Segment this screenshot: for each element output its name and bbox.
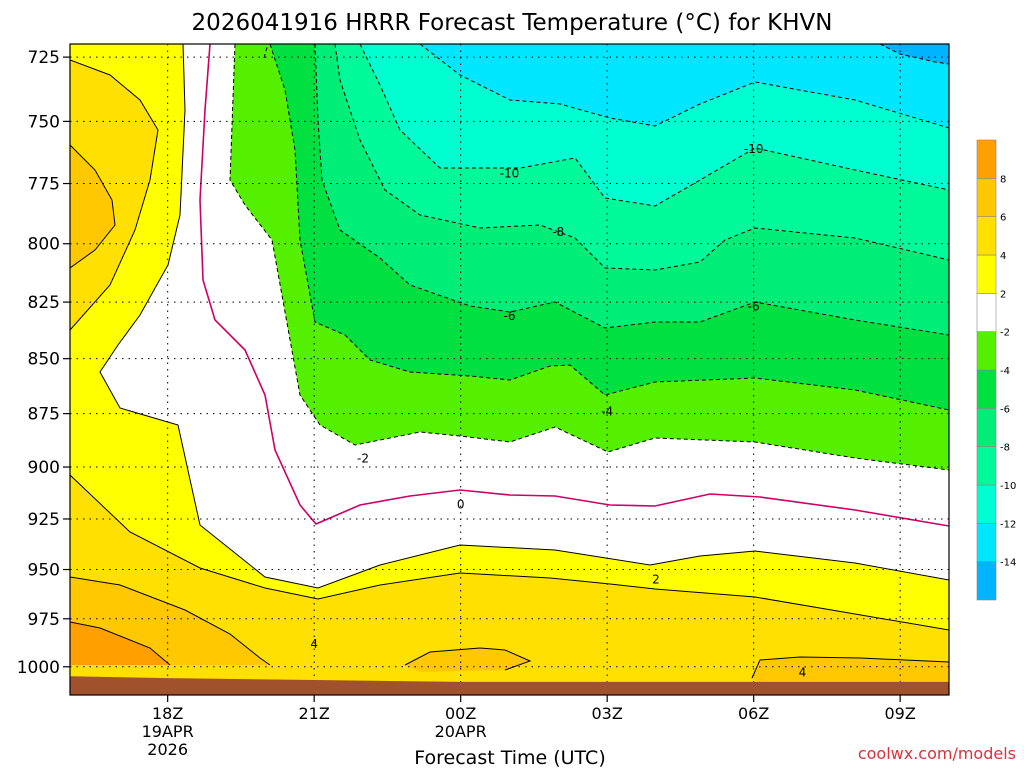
x-tick-label: 18Z [152,704,183,723]
y-tick-label: 750 [28,112,60,132]
x-tick-label: 09Z [885,704,916,723]
contour-lines [70,44,949,679]
x-tick-label: 20APR [435,722,487,741]
colorbar-segment [976,331,997,371]
plot-area [70,44,949,695]
contour-labels: -10 -10 -8 -6 -6 -4 -2 0 2 4 4 [310,142,807,679]
colorbar-tick-label: -2 [1000,328,1010,339]
contour-label: -10 [744,142,764,156]
contour-label: -8 [552,225,564,239]
colorbar-segment [976,293,997,332]
y-tick-label: 900 [28,458,60,478]
x-tick-label: 19APR [142,722,194,741]
contour-label: 4 [799,665,807,679]
colorbar-tick-label: -4 [1000,366,1010,377]
contour-label: 2 [652,572,660,586]
contour-line-minus6 [314,44,949,336]
contour-label: -10 [500,167,520,181]
contour-line-plus6-mid [404,647,532,671]
contour-line-minus2 [229,44,949,471]
colorbar-tick-label: 8 [1000,174,1006,185]
contour-fill-upper-warmer [70,145,115,268]
colorbar-tick-label: -6 [1000,404,1010,415]
colorbar-segment [976,408,997,447]
contour-fill-minus12-to-minus14 [420,44,949,128]
colorbar-segment [976,523,997,562]
contour-label: -2 [357,452,369,466]
colorbar-tick-label: 4 [1000,251,1006,262]
contour-line-minus10 [359,44,949,207]
contour-fill-4-to-6 [70,475,949,695]
colorbar-segment [976,561,997,601]
x-tick-label: 00Z [445,704,476,723]
colorbar-segment [976,178,997,217]
contour-label: -6 [748,300,760,314]
contour-line-minus12 [419,44,949,129]
y-tick-label: 950 [28,561,60,581]
contour-fill-upper-warm [70,60,158,330]
contour-fill-near-zero [100,44,949,588]
contour-label: 4 [310,637,318,651]
colorbar-segment [976,254,997,294]
x-axis-label: Forecast Time (UTC) [414,747,605,768]
dashed-contour-lines [229,44,949,471]
grid-lines [70,44,949,695]
credit-text: coolwx.com/models [858,744,1016,763]
colorbar-tick-label: -14 [1000,558,1016,569]
x-tick-label: 06Z [738,704,769,723]
y-tick-label: 825 [28,293,60,313]
x-tick-label: 2026 [147,740,188,759]
x-tick-label: 03Z [592,704,623,723]
y-axis: 725 750 775 800 825 850 875 900 925 950 975 1000 [17,48,70,678]
chart-title: 2026041916 HRRR Forecast Temperature (°C… [192,10,833,36]
contour-line-minus14 [879,44,949,65]
colorbar-tick-label: 6 [1000,213,1006,224]
contour-line-upper-plus6 [70,144,116,269]
contour-fill-6-to-8-late [405,648,530,672]
ground-surface [70,676,949,695]
contour-fill-minus14-to-minus16 [880,44,949,64]
contour-line-plus2 [99,44,949,589]
colorbar: -14 -12 -10 -8 -6 -4 -2 2 4 6 8 [976,139,1016,601]
colorbar-tick-label: -8 [1000,443,1010,454]
y-tick-label: 775 [28,175,60,195]
y-tick-label: 1000 [17,658,60,678]
plot-frame [69,43,950,696]
contour-label: 0 [457,498,465,512]
y-tick-label: 850 [28,350,60,370]
colorbar-segment [976,369,997,409]
colorbar-tick-label: 2 [1000,289,1006,300]
x-tick-label: 21Z [299,704,330,723]
colorbar-tick-label: -10 [1000,481,1016,492]
colorbar-tick-label: -12 [1000,519,1016,530]
contour-line-minus4 [269,44,949,411]
contour-fill-8-to-10 [70,622,170,665]
colorbar-segment [976,446,997,486]
contour-fill-6-to-8-end [752,657,949,684]
contour-line-plus4 [70,474,949,631]
contour-line-minus8 [334,44,949,271]
y-tick-label: 875 [28,405,60,425]
contour-line-plus8 [70,621,171,666]
y-tick-label: 975 [28,610,60,630]
y-tick-label: 725 [28,48,60,68]
y-tick-label: 800 [28,235,60,255]
contour-line-upper-plus4 [70,59,159,331]
colorbar-segment [976,484,997,524]
contour-line-minus2-notch [263,44,269,59]
contour-label: -6 [504,309,516,323]
contour-line-plus6 [70,576,271,666]
contour-label: -4 [601,404,613,418]
contour-line-plus6-end [751,656,949,679]
y-tick-label: 925 [28,510,60,530]
colorbar-segment [976,139,997,179]
contour-line-zero [199,44,949,527]
colorbar-segment [976,216,997,256]
